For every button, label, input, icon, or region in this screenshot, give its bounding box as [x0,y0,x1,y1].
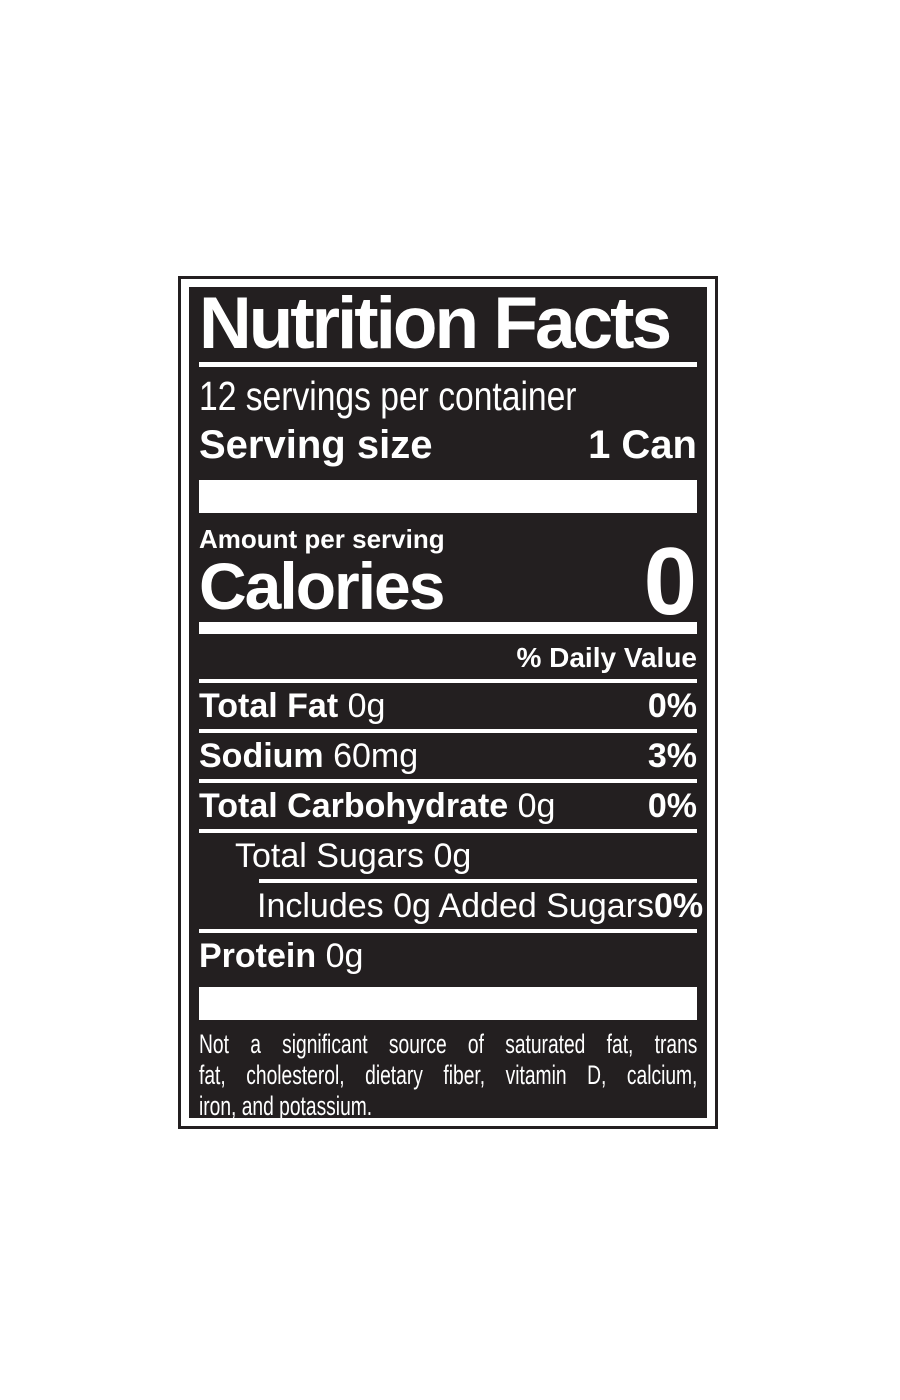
nutrient-row: Includes 0g Added Sugars 0% [199,883,703,929]
nutrient-daily-value: 0% [647,787,697,825]
servings-per-container: 12 servings per container [199,373,577,419]
divider [259,879,697,883]
thick-separator-bar [199,480,697,513]
label-title: Nutrition Facts [199,287,672,364]
label-body: Nutrition Facts 12 servings per containe… [189,287,707,1118]
footnote-line: Not a significant source of saturated fa… [199,1029,698,1059]
nutrient-daily-value: 0% [647,687,697,725]
nutrient-row: Total Sugars 0g [199,833,697,879]
serving-size-row: Serving size 1 Can [199,423,697,467]
nutrient-amount: 0g [508,787,556,825]
nutrient-rows: Total Fat 0g 0% Sodium 60mg 3% Total Carbohy… [199,683,703,979]
nutrient-amount: 0g [338,687,386,725]
serving-size-value: 1 Can [588,423,697,467]
divider [199,729,697,733]
calories-label: Calories [199,549,445,623]
nutrient-row: Protein 0g [199,933,697,979]
divider [199,829,697,833]
divider [199,679,697,683]
medium-separator-bar [199,622,697,634]
nutrient-row: Total Carbohydrate 0g 0% [199,783,697,829]
divider [199,779,697,783]
thick-separator-bar-bottom [199,987,697,1020]
serving-size-label: Serving size [199,423,433,467]
nutrient-row: Sodium 60mg 3% [199,733,697,779]
calories-value: 0 [643,528,697,635]
nutrient-daily-value: 0% [653,887,704,925]
nutrient-amount: 0g [424,837,472,875]
footnote: Not a significant source of saturated fa… [199,1029,697,1118]
amount-per-serving-label: Amount per serving [199,524,445,554]
nutrient-name: Total Fat 0g [199,687,386,725]
nutrient-name: Sodium 60mg [199,737,419,775]
nutrient-name: Includes 0g Added Sugars [257,887,654,925]
title-underline-rule [199,362,697,367]
footnote-line: iron, and potassium. [199,1091,373,1118]
calories-row: Calories 0 [199,534,697,630]
nutrient-name: Protein 0g [199,937,364,975]
nutrient-daily-value: 3% [647,737,697,775]
nutrient-row: Total Fat 0g 0% [199,683,697,729]
nutrient-amount: 0g [316,937,364,975]
footnote-line: fat, cholesterol, dietary fiber, vitamin… [199,1060,698,1090]
nutrient-name: Total Carbohydrate 0g [199,787,556,825]
daily-value-header: % Daily Value [516,642,697,673]
divider [199,929,697,933]
nutrient-name: Total Sugars 0g [235,837,472,875]
nutrition-facts-label: Nutrition Facts 12 servings per containe… [178,276,718,1129]
nutrient-amount: 60mg [323,737,419,775]
